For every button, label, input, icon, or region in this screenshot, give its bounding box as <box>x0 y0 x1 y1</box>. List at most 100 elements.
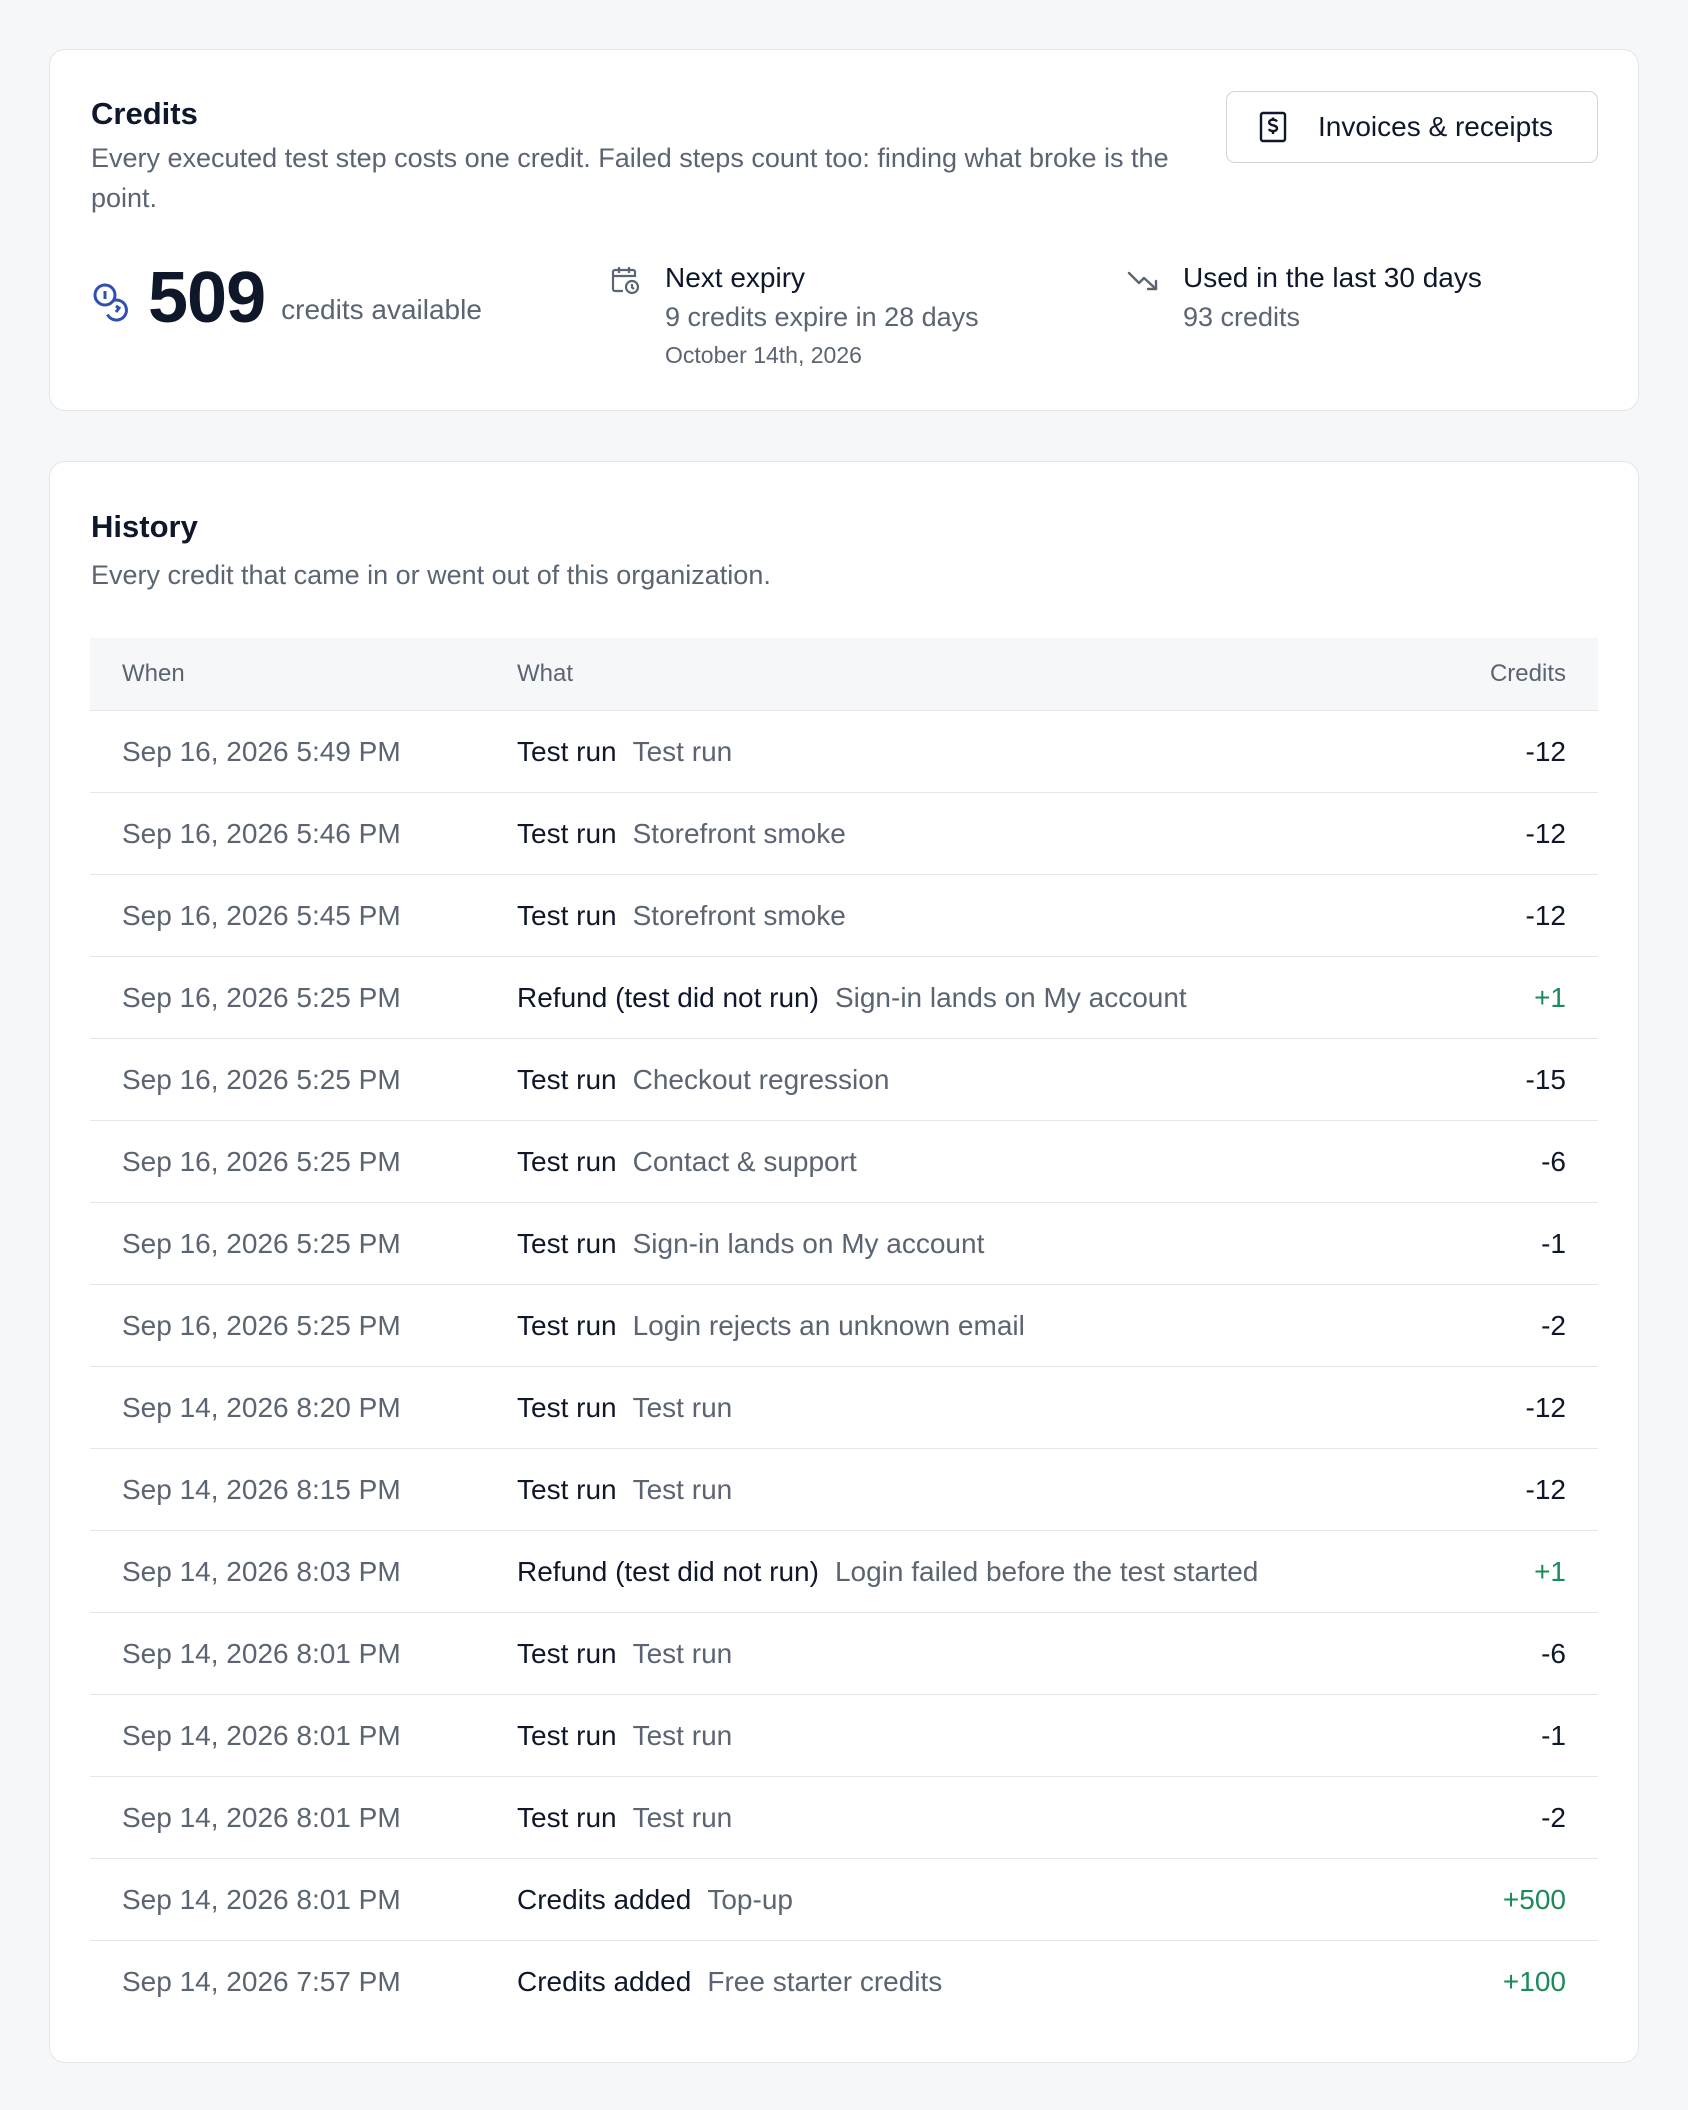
row-type: Test run <box>517 1063 617 1095</box>
receipt-dollar-icon <box>1259 111 1287 143</box>
usage-title: Used in the last 30 days <box>1183 262 1482 293</box>
row-when: Sep 16, 2026 5:25 PM <box>122 981 401 1013</box>
table-row: Sep 16, 2026 5:25 PM Test run Checkout reg… <box>90 1039 1598 1121</box>
row-credits: -1 <box>1541 1227 1566 1259</box>
row-what: Test run Storefront smoke <box>517 818 846 850</box>
row-type: Credits added <box>517 1966 692 1997</box>
row-when: Sep 16, 2026 5:46 PM <box>122 817 401 849</box>
next-expiry-amount: 9 credits expire in 28 days <box>665 302 979 332</box>
row-credits: -12 <box>1525 1391 1566 1423</box>
row-credits: -6 <box>1541 1637 1566 1669</box>
row-name: Test run <box>632 1391 733 1423</box>
row-credits: -12 <box>1525 735 1566 767</box>
row-name: Login failed before the test started <box>834 1555 1259 1587</box>
row-credits: -12 <box>1525 899 1566 931</box>
table-row: Sep 14, 2026 8:20 PM Test run Test run -12 <box>90 1367 1598 1449</box>
row-type: Refund (test did not run) <box>517 1555 819 1587</box>
history-table-body: Sep 16, 2026 5:49 PM Test run Test run -12 S… <box>90 711 1598 2023</box>
column-header-when: When <box>122 660 185 687</box>
row-name: Storefront smoke <box>632 817 846 849</box>
row-type: Credits added <box>517 1883 692 1915</box>
row-type: Test run <box>517 1227 617 1259</box>
table-row: Sep 14, 2026 8:01 PM Test run Test run -6 <box>90 1613 1598 1695</box>
invoices-receipts-label: Invoices & receipts <box>1318 111 1553 142</box>
row-credits: -12 <box>1525 1473 1566 1505</box>
row-what: Test run Test run <box>517 1802 732 1834</box>
history-table-header: When What Credits <box>90 638 1598 711</box>
row-what: Test run Test run <box>517 1474 732 1506</box>
row-credits: -1 <box>1541 1719 1566 1751</box>
row-what: Test run Checkout regression <box>517 1064 889 1096</box>
row-when: Sep 14, 2026 7:57 PM <box>122 1966 401 1997</box>
row-when: Sep 16, 2026 5:25 PM <box>122 1227 401 1259</box>
row-credits: -2 <box>1541 1309 1566 1341</box>
row-what: Test run Test run <box>517 1392 732 1424</box>
table-row: Sep 16, 2026 5:45 PM Test run Storefront s… <box>90 875 1598 957</box>
row-when: Sep 14, 2026 8:15 PM <box>122 1473 401 1505</box>
history-title: History <box>91 509 198 544</box>
row-when: Sep 14, 2026 8:01 PM <box>122 1883 401 1915</box>
history-card: History Every credit that came in or wen… <box>49 461 1639 2063</box>
row-type: Test run <box>517 1801 617 1833</box>
row-when: Sep 14, 2026 8:03 PM <box>122 1555 401 1587</box>
row-name: Test run <box>632 1719 733 1751</box>
row-type: Test run <box>517 735 617 767</box>
row-name: Sign-in lands on My account <box>834 981 1187 1013</box>
table-row: Sep 16, 2026 5:25 PM Refund (test did not… <box>90 957 1598 1039</box>
credits-balance-value: 509 <box>148 258 266 338</box>
row-name: Test run <box>632 1801 733 1833</box>
row-type: Test run <box>517 899 617 931</box>
row-credits: -6 <box>1541 1145 1566 1177</box>
column-header-what: What <box>517 660 574 687</box>
row-when: Sep 16, 2026 5:49 PM <box>122 735 401 767</box>
row-what: Test run Contact & support <box>517 1146 857 1178</box>
row-what: Test run Test run <box>517 736 732 768</box>
row-credits: +1 <box>1534 981 1566 1013</box>
credits-balance: 509 credits available <box>91 258 482 338</box>
row-name: Storefront smoke <box>632 899 846 931</box>
row-name: Top-up <box>707 1883 793 1915</box>
row-name: Contact & support <box>632 1145 857 1177</box>
row-when: Sep 16, 2026 5:25 PM <box>122 1145 401 1177</box>
row-credits: -12 <box>1525 817 1566 849</box>
invoices-receipts-button[interactable]: Invoices & receipts <box>1226 91 1598 163</box>
row-what: Credits added Free starter credits <box>517 1966 942 1998</box>
table-row: Sep 14, 2026 7:57 PM Credits added Free st… <box>90 1941 1598 2023</box>
credits-balance-label: credits available <box>281 294 482 325</box>
next-expiry-title: Next expiry <box>665 262 806 293</box>
table-row: Sep 16, 2026 5:49 PM Test run Test run -12 <box>90 711 1598 793</box>
row-name: Test run <box>632 1473 733 1505</box>
row-when: Sep 14, 2026 8:01 PM <box>122 1801 401 1833</box>
history-description: Every credit that came in or went out of… <box>91 560 771 590</box>
table-row: Sep 14, 2026 8:01 PM Credits added Top-up +… <box>90 1859 1598 1941</box>
row-when: Sep 14, 2026 8:20 PM <box>122 1391 401 1423</box>
row-name: Test run <box>632 735 733 767</box>
table-row: Sep 16, 2026 5:46 PM Test run Storefront s… <box>90 793 1598 875</box>
row-name: Test run <box>632 1637 733 1669</box>
coins-icon <box>93 283 128 322</box>
row-type: Refund (test did not run) <box>517 981 819 1013</box>
table-row: Sep 16, 2026 5:25 PM Test run Login reject… <box>90 1285 1598 1367</box>
row-what: Credits added Top-up <box>517 1884 793 1916</box>
row-type: Test run <box>517 1637 617 1669</box>
row-when: Sep 16, 2026 5:25 PM <box>122 1063 401 1095</box>
table-row: Sep 14, 2026 8:03 PM Refund (test did not… <box>90 1531 1598 1613</box>
row-name: Checkout regression <box>632 1063 890 1095</box>
row-when: Sep 14, 2026 8:01 PM <box>122 1719 401 1751</box>
row-type: Test run <box>517 1391 617 1423</box>
credits-description: Every executed test step costs one credi… <box>91 143 1169 213</box>
row-when: Sep 16, 2026 5:45 PM <box>122 899 401 931</box>
table-row: Sep 16, 2026 5:25 PM Test run Contact & su… <box>90 1121 1598 1203</box>
row-credits: +100 <box>1502 1966 1566 1997</box>
row-what: Test run Storefront smoke <box>517 900 846 932</box>
usage-amount: 93 credits <box>1183 302 1301 332</box>
table-row: Sep 14, 2026 8:01 PM Test run Test run -1 <box>90 1695 1598 1777</box>
row-when: Sep 16, 2026 5:25 PM <box>122 1309 401 1341</box>
row-type: Test run <box>517 1719 617 1751</box>
row-name: Free starter credits <box>707 1966 943 1997</box>
credits-card: Credits Every executed test step costs o… <box>49 49 1639 411</box>
row-credits: +1 <box>1534 1555 1566 1587</box>
row-type: Test run <box>517 1309 617 1341</box>
table-row: Sep 14, 2026 8:01 PM Test run Test run -2 <box>90 1777 1598 1859</box>
row-type: Test run <box>517 1145 617 1177</box>
